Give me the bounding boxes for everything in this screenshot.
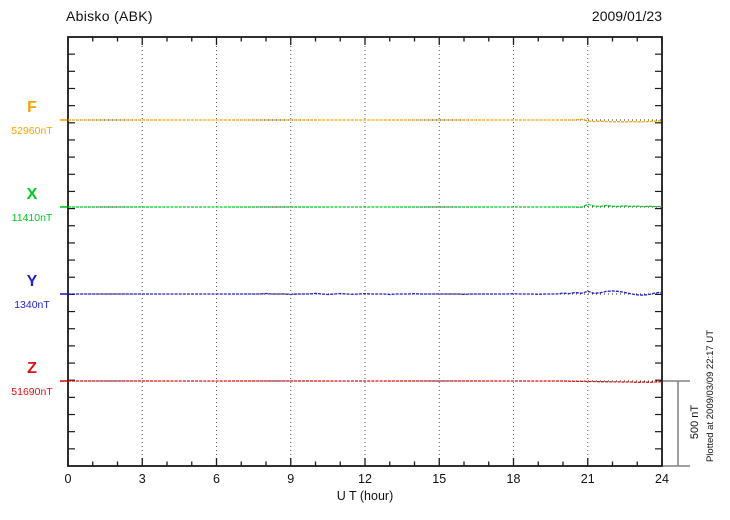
x-tick-label: 15 xyxy=(432,472,447,486)
series-label-X: X xyxy=(26,186,38,203)
x-tick-label: 18 xyxy=(506,472,521,486)
trace-Z xyxy=(68,380,663,384)
plot-frame xyxy=(67,36,663,467)
x-tick-label: 0 xyxy=(64,472,72,486)
series-value-Y: 1340nT xyxy=(14,299,50,311)
x-tick-label: 3 xyxy=(138,472,146,486)
station-title: Abisko (ABK) xyxy=(66,8,153,24)
x-tick-label: 12 xyxy=(358,472,372,486)
plotted-at-note: Plotted at 2009/03/09 22:17 UT xyxy=(705,329,716,463)
x-tick-label: 6 xyxy=(213,472,220,486)
x-tick-label: 21 xyxy=(580,472,595,486)
series-value-X: 11410nT xyxy=(11,212,53,224)
series-label-Z: Z xyxy=(27,360,37,377)
trace-F xyxy=(68,118,663,123)
x-tick-label: 24 xyxy=(655,472,669,486)
series-label-Y: Y xyxy=(26,273,38,290)
series-label-F: F xyxy=(27,99,37,116)
scale-bar-label: 500 nT xyxy=(689,404,701,440)
series-value-Z: 51690nT xyxy=(11,386,53,398)
trace-Y xyxy=(68,290,663,296)
plot-date: 2009/01/23 xyxy=(591,8,662,24)
trace-X xyxy=(68,203,663,208)
x-axis-label: U T (hour) xyxy=(336,489,394,503)
series-value-F: 52960nT xyxy=(11,125,53,137)
x-tick-label: 9 xyxy=(287,472,295,486)
